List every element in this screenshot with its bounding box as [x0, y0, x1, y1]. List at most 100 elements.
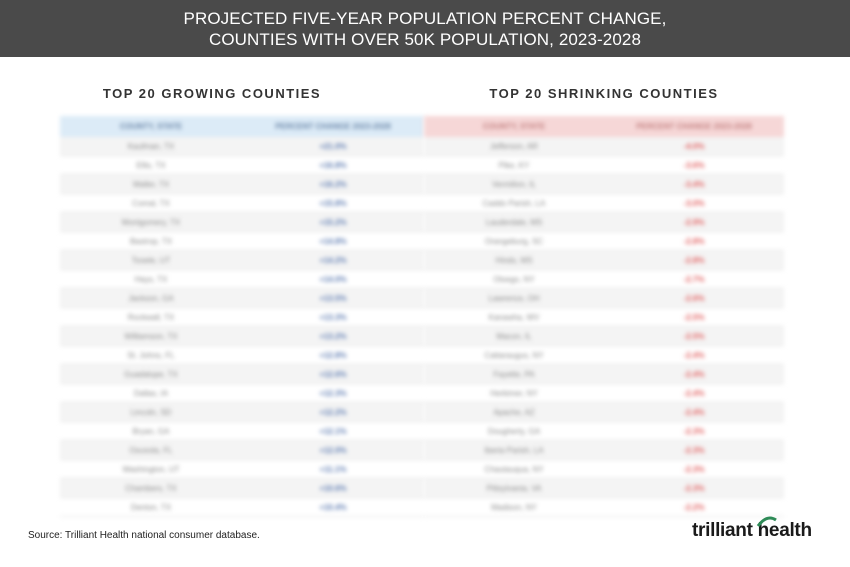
- growing-table-row: Williamson, TX +13.2%: [60, 327, 424, 346]
- growing-county-cell: Hays, TX: [134, 274, 168, 284]
- shrinking-percent-cell: -2.6%: [683, 293, 705, 303]
- shrinking-county-cell: Chautauqua, NY: [484, 464, 544, 474]
- shrinking-table-row: Lawrence, OH -2.6%: [424, 289, 784, 308]
- growing-percent-cell: +12.0%: [319, 445, 347, 455]
- growing-county-cell: Washington, UT: [122, 464, 180, 474]
- shrinking-county-cell: Macon, IL: [496, 331, 532, 341]
- shrinking-percent-cell: -2.4%: [683, 388, 705, 398]
- growing-table-row: Osceola, FL +12.0%: [60, 441, 424, 460]
- shrinking-table-header: COUNTY, STATE PERCENT CHANGE 2023-2028: [424, 116, 784, 137]
- shrinking-county-cell: Lauderdale, MS: [485, 217, 543, 227]
- chart-header: PROJECTED FIVE-YEAR POPULATION PERCENT C…: [0, 0, 850, 57]
- growing-table-row: Kaufman, TX +21.0%: [60, 137, 424, 156]
- shrinking-percent-cell: -3.6%: [683, 160, 705, 170]
- growing-county-cell: Rockwall, TX: [127, 312, 175, 322]
- growing-percent-cell: +12.1%: [319, 426, 347, 436]
- shrinking-percent-cell: -4.0%: [683, 141, 705, 151]
- growing-percent-cell: +11.1%: [319, 464, 347, 474]
- growing-county-cell: Lincoln, SD: [130, 407, 172, 417]
- growing-table-row: Denton, TX +10.4%: [60, 498, 424, 517]
- growing-county-cell: St. Johns, FL: [127, 350, 175, 360]
- growing-county-cell: Bryan, GA: [132, 426, 170, 436]
- shrinking-percent-cell: -2.3%: [683, 445, 705, 455]
- growing-county-cell: Williamson, TX: [124, 331, 178, 341]
- shrinking-percent-cell: -2.3%: [683, 483, 705, 493]
- shrinking-table-row: Iberia Parish, LA -2.3%: [424, 441, 784, 460]
- source-note: Source: Trilliant Health national consum…: [28, 530, 260, 541]
- growing-county-cell: Guadalupe, TX: [124, 369, 178, 379]
- shrinking-table-row: Pike, KY -3.6%: [424, 156, 784, 175]
- growing-section-title: TOP 20 GROWING COUNTIES: [102, 86, 322, 101]
- shrinking-table-row: Apache, AZ -2.4%: [424, 403, 784, 422]
- shrinking-county-cell: Fayette, PA: [493, 369, 535, 379]
- shrinking-table-row: Lauderdale, MS -2.9%: [424, 213, 784, 232]
- shrinking-percent-cell: -2.4%: [683, 407, 705, 417]
- growing-county-cell: Waller, TX: [132, 179, 170, 189]
- growing-percent-cell: +12.2%: [319, 407, 347, 417]
- growing-percent-cell: +21.0%: [319, 141, 347, 151]
- growing-table-row: Ellis, TX +16.8%: [60, 156, 424, 175]
- shrinking-percent-cell: -2.3%: [683, 464, 705, 474]
- growing-percent-cell: +14.0%: [319, 274, 347, 284]
- shrinking-county-cell: Lawrence, OH: [488, 293, 540, 303]
- shrinking-percent-cell: -2.5%: [683, 331, 705, 341]
- shrinking-table-row: Vermilion, IL -3.4%: [424, 175, 784, 194]
- shrinking-county-cell: Orangeburg, SC: [484, 236, 544, 246]
- growing-table-row: Bastrop, TX +14.8%: [60, 232, 424, 251]
- growing-percent-cell: +12.3%: [319, 388, 347, 398]
- shrinking-percent-cell: -2.4%: [683, 369, 705, 379]
- growing-table-row: Chambers, TX +10.6%: [60, 479, 424, 498]
- shrinking-percent-cell: -3.4%: [683, 179, 705, 189]
- growing-county-cell: Montgomery, TX: [121, 217, 181, 227]
- growing-county-cell: Osceola, FL: [129, 445, 173, 455]
- growing-county-cell: Denton, TX: [130, 502, 172, 512]
- shrinking-county-cell: Caddo Parish, LA: [482, 198, 546, 208]
- shrinking-county-cell: Herkimer, NY: [490, 388, 538, 398]
- growing-counties-table: COUNTY, STATE PERCENT CHANGE 2023-2028 K…: [60, 116, 424, 517]
- growing-percent-cell: +13.5%: [319, 293, 347, 303]
- growing-percent-cell: +14.2%: [319, 255, 347, 265]
- growing-col-county: COUNTY, STATE: [119, 122, 183, 131]
- chart-title-line-1: PROJECTED FIVE-YEAR POPULATION PERCENT C…: [183, 8, 667, 28]
- shrinking-county-cell: Pike, KY: [498, 160, 530, 170]
- growing-county-cell: Comal, TX: [132, 198, 170, 208]
- growing-table-row: Jackson, GA +13.5%: [60, 289, 424, 308]
- shrinking-county-cell: Vermilion, IL: [491, 179, 537, 189]
- shrinking-table-row: Pittsylvania, VA -2.3%: [424, 479, 784, 498]
- shrinking-county-cell: Hinds, MS: [495, 255, 533, 265]
- shrinking-county-cell: Dougherty, GA: [487, 426, 541, 436]
- shrinking-col-county: COUNTY, STATE: [482, 122, 546, 131]
- growing-percent-cell: +12.6%: [319, 369, 347, 379]
- growing-table-row: Washington, UT +11.1%: [60, 460, 424, 479]
- shrinking-table-row: Chautauqua, NY -2.3%: [424, 460, 784, 479]
- growing-table-row: Waller, TX +16.2%: [60, 175, 424, 194]
- growing-percent-cell: +16.8%: [319, 160, 347, 170]
- logo-arc-icon: [756, 516, 777, 527]
- shrinking-percent-cell: -3.0%: [683, 198, 705, 208]
- growing-percent-cell: +12.8%: [319, 350, 347, 360]
- shrinking-percent-cell: -2.7%: [683, 274, 705, 284]
- growing-county-cell: Bastrop, TX: [129, 236, 173, 246]
- growing-county-cell: Tooele, UT: [131, 255, 171, 265]
- shrinking-county-cell: Pittsylvania, VA: [486, 483, 542, 493]
- shrinking-table-row: Fayette, PA -2.4%: [424, 365, 784, 384]
- growing-table-row: Dallas, IA +12.3%: [60, 384, 424, 403]
- growing-col-percent: PERCENT CHANGE 2023-2028: [275, 122, 391, 131]
- growing-county-cell: Kaufman, TX: [127, 141, 175, 151]
- shrinking-col-percent: PERCENT CHANGE 2023-2028: [636, 122, 752, 131]
- growing-percent-cell: +15.2%: [319, 217, 347, 227]
- shrinking-percent-cell: -2.2%: [683, 502, 705, 512]
- shrinking-county-cell: Apache, AZ: [493, 407, 535, 417]
- growing-table-row: Hays, TX +14.0%: [60, 270, 424, 289]
- shrinking-section-title: TOP 20 SHRINKING COUNTIES: [489, 86, 719, 101]
- shrinking-percent-cell: -2.3%: [683, 426, 705, 436]
- shrinking-percent-cell: -2.4%: [683, 350, 705, 360]
- growing-table-row: Montgomery, TX +15.2%: [60, 213, 424, 232]
- growing-table-row: Rockwall, TX +13.3%: [60, 308, 424, 327]
- shrinking-county-cell: Iberia Parish, LA: [484, 445, 544, 455]
- growing-table-header: COUNTY, STATE PERCENT CHANGE 2023-2028: [60, 116, 424, 137]
- shrinking-table-row: Caddo Parish, LA -3.0%: [424, 194, 784, 213]
- chart-title-line-2: COUNTIES WITH OVER 50K POPULATION, 2023-…: [208, 29, 642, 49]
- growing-table-row: Tooele, UT +14.2%: [60, 251, 424, 270]
- shrinking-table-row: Orangeburg, SC -2.8%: [424, 232, 784, 251]
